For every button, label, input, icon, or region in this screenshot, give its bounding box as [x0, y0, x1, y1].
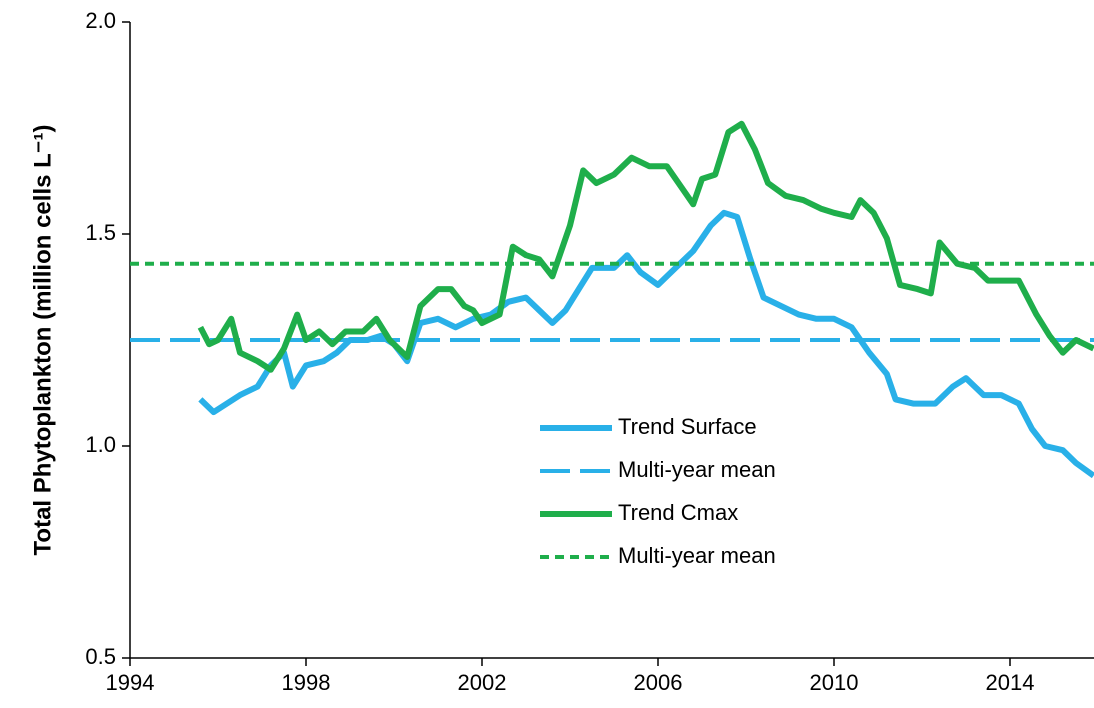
x-tick-label: 1994 — [106, 670, 155, 695]
x-tick-label: 2002 — [458, 670, 507, 695]
y-axis-title: Total Phytoplankton (million cells L⁻¹) — [29, 125, 56, 556]
y-tick-label: 1.5 — [85, 220, 116, 245]
x-tick-label: 1998 — [282, 670, 331, 695]
series-line — [197, 120, 1094, 373]
legend-label: Multi-year mean — [618, 543, 776, 568]
x-tick-label: 2010 — [810, 670, 859, 695]
y-tick-label: 0.5 — [85, 644, 116, 669]
series-line — [198, 209, 1094, 479]
legend-label: Multi-year mean — [618, 457, 776, 482]
x-tick-label: 2014 — [986, 670, 1035, 695]
y-tick-label: 2.0 — [85, 8, 116, 33]
legend-label: Trend Cmax — [618, 500, 738, 525]
y-tick-label: 1.0 — [85, 432, 116, 457]
x-tick-label: 2006 — [634, 670, 683, 695]
legend-label: Trend Surface — [618, 414, 757, 439]
